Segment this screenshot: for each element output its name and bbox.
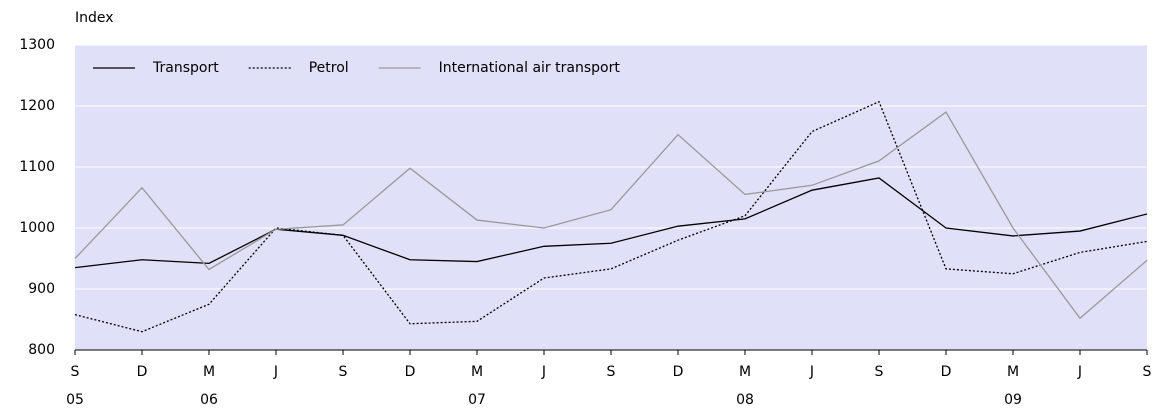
y-tick-label: 1200 <box>19 98 55 114</box>
line-series <box>74 177 1148 269</box>
x-tick-label: S <box>875 364 884 380</box>
y-tick-label: 1000 <box>19 220 55 236</box>
y-tick-label: 800 <box>28 342 55 358</box>
x-year-label: 07 <box>468 392 486 408</box>
legend-label: International air transport <box>439 60 621 76</box>
x-tick-label: D <box>137 364 148 380</box>
x-tick-label: S <box>607 364 616 380</box>
x-tick-label: S <box>71 364 80 380</box>
x-tick-label: M <box>1007 364 1019 380</box>
y-axis-label: Index <box>75 10 114 26</box>
x-tick-label: J <box>809 364 814 380</box>
x-tick-label: S <box>1143 364 1152 380</box>
x-year-label: 09 <box>1004 392 1022 408</box>
line-series <box>74 111 1148 320</box>
y-tick-label: 900 <box>28 281 55 297</box>
x-year-label: 08 <box>736 392 754 408</box>
x-tick-label: M <box>203 364 215 380</box>
x-tick-label: J <box>541 364 546 380</box>
x-tick-label: J <box>273 364 278 380</box>
x-year-label: 06 <box>200 392 218 408</box>
legend-label: Transport <box>152 60 219 76</box>
legend-label: Petrol <box>309 60 349 76</box>
line-series <box>74 100 1148 333</box>
plot-background <box>75 45 1147 350</box>
x-tick-label: M <box>739 364 751 380</box>
x-year-label: 05 <box>66 392 84 408</box>
x-tick-label: D <box>405 364 416 380</box>
x-tick-label: J <box>1077 364 1082 380</box>
x-tick-label: D <box>941 364 952 380</box>
y-tick-label: 1100 <box>19 159 55 175</box>
x-tick-label: D <box>673 364 684 380</box>
x-tick-label: M <box>471 364 483 380</box>
x-tick-label: S <box>339 364 348 380</box>
y-tick-label: 1300 <box>19 37 55 53</box>
